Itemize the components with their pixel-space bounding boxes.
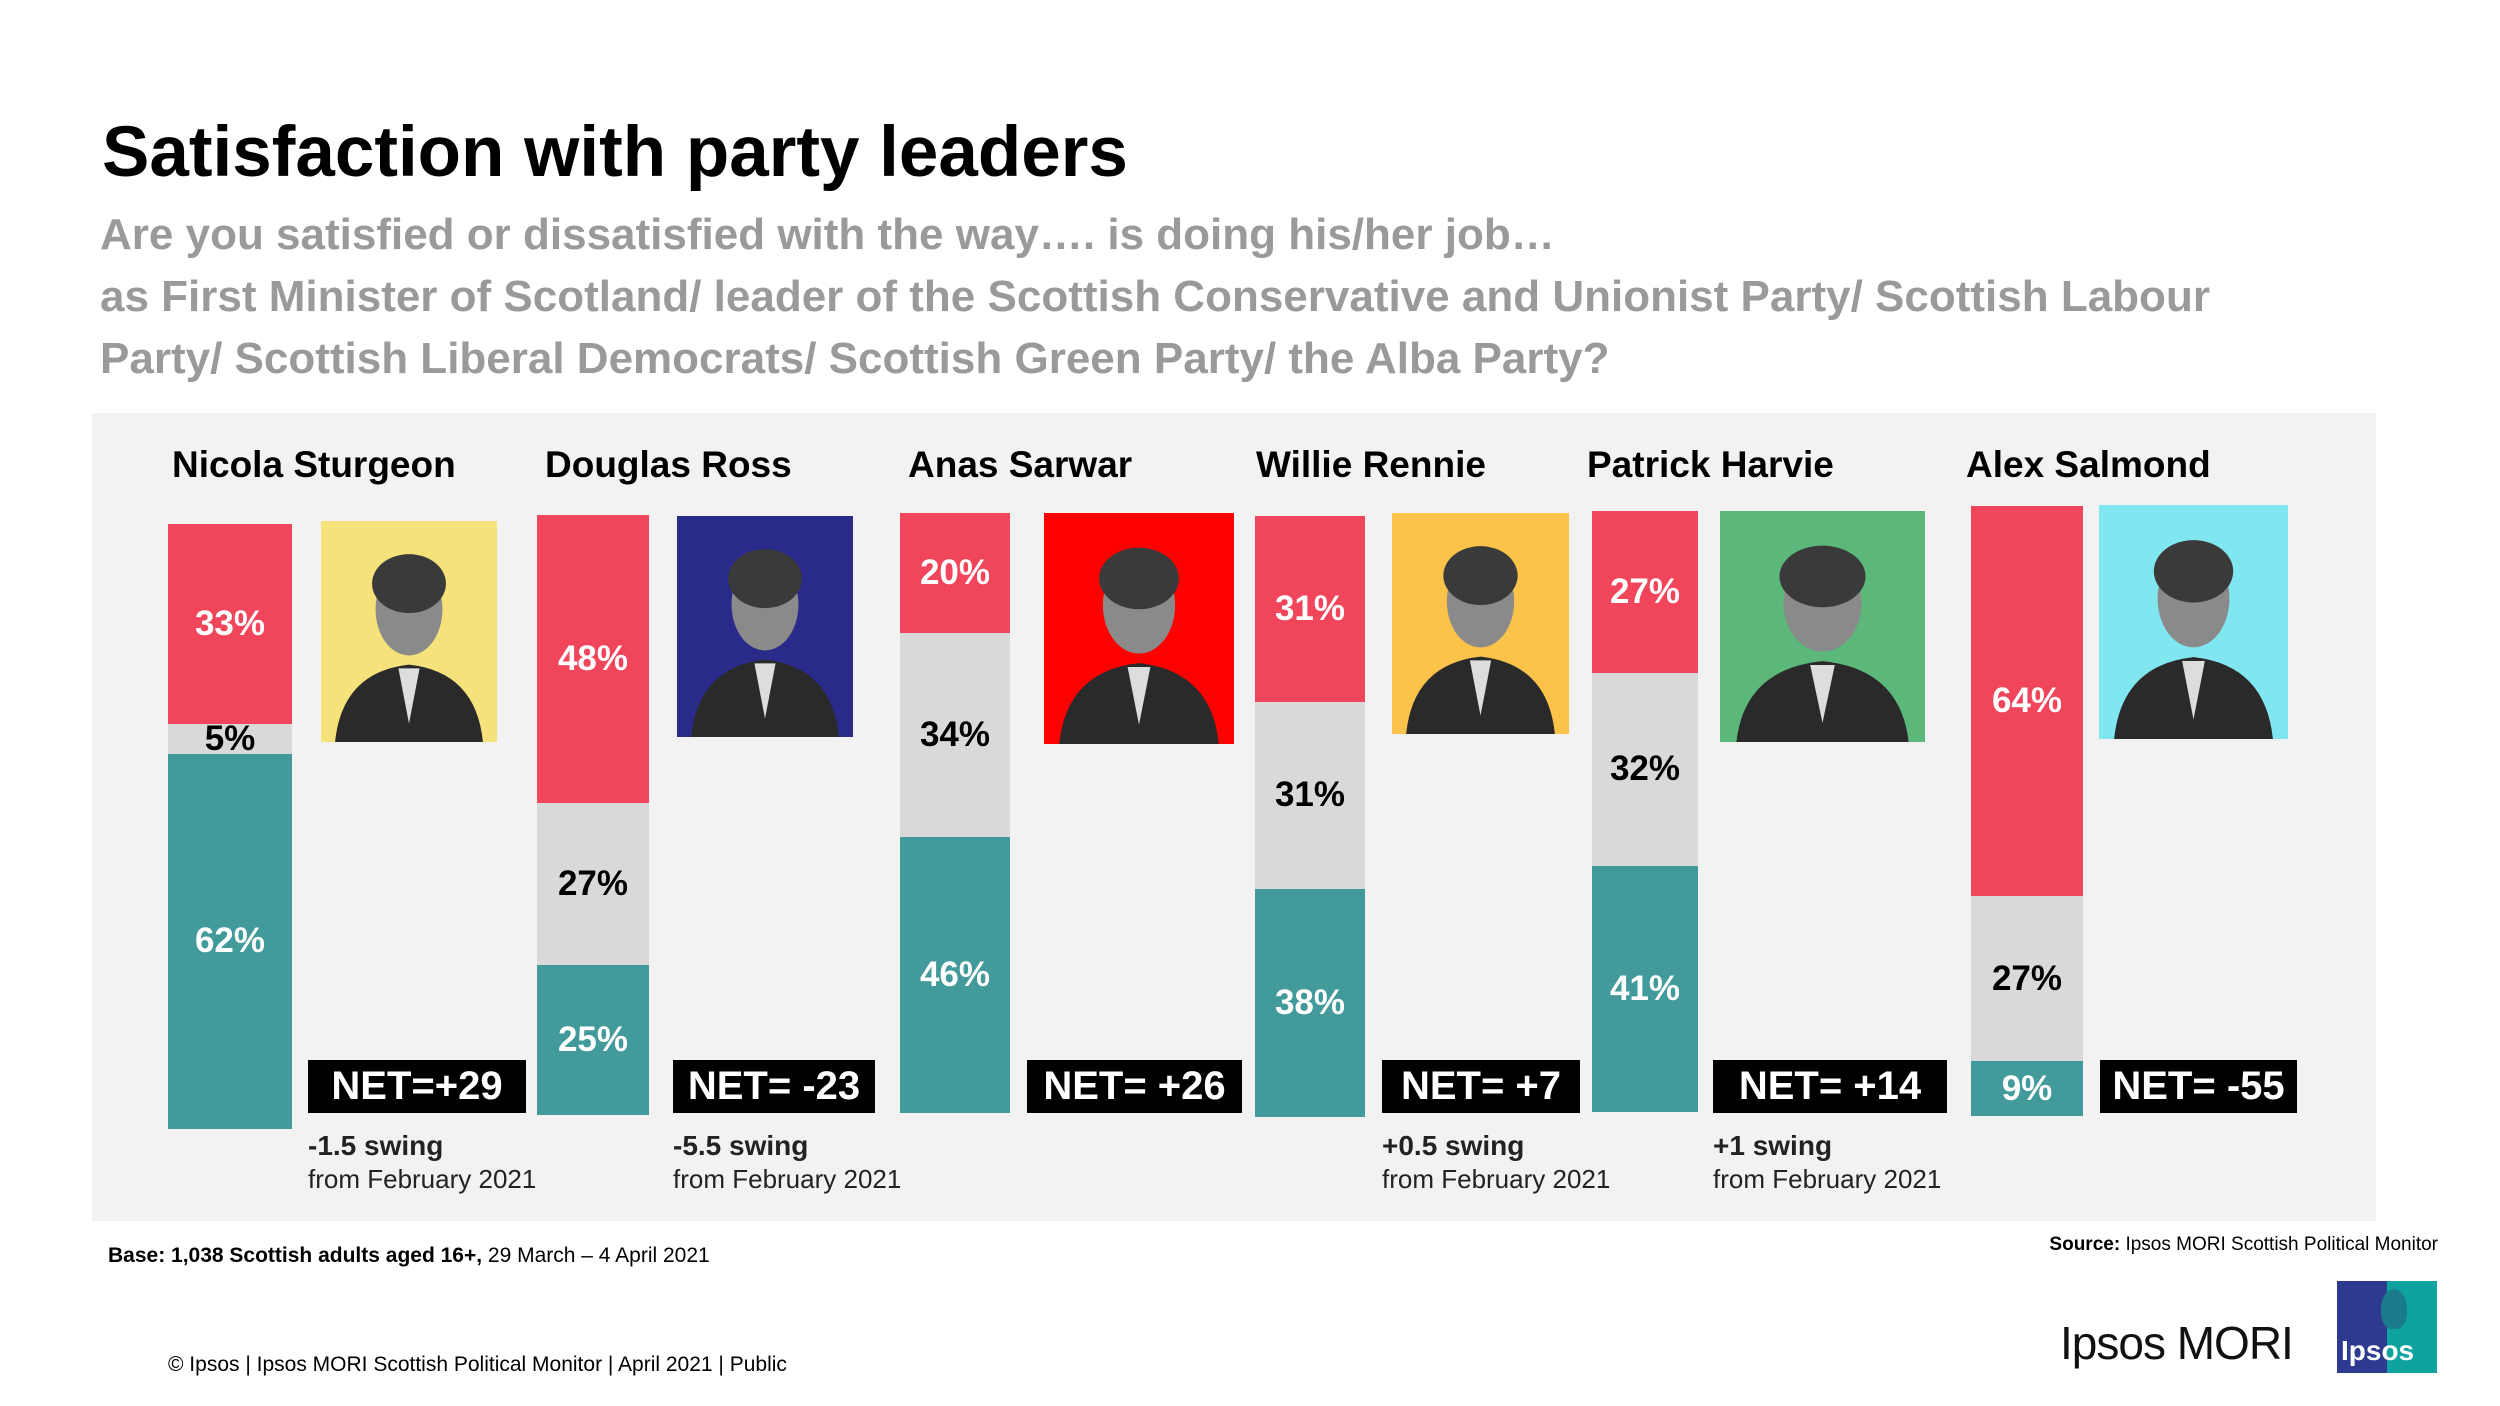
bar-value-label: 41%: [1609, 968, 1681, 1008]
bar-segment-satisfied: 46%: [900, 837, 1010, 1113]
swing-value: -5.5 swing: [673, 1130, 809, 1161]
subtitle-line-3: Party/ Scottish Liberal Democrats/ Scott…: [100, 334, 1610, 383]
leader-name: Alex Salmond: [1966, 444, 2211, 485]
bar-value-label: 27%: [1991, 958, 2063, 998]
bar-value-label: 27%: [1609, 572, 1681, 612]
leader-photo: [677, 516, 853, 737]
bar-segment-dont_know: 5%: [168, 719, 292, 758]
net-score-badge: NET= +26: [1027, 1060, 1242, 1113]
leader-name: Douglas Ross: [545, 444, 792, 485]
bar-value-label: 25%: [557, 1020, 629, 1059]
bar-value-label: 62%: [194, 921, 266, 961]
portrait-icon: [1059, 547, 1219, 744]
bar-value-label: 20%: [919, 553, 991, 592]
bar-value-label: 32%: [1609, 749, 1681, 789]
bar-value-label: 31%: [1274, 775, 1346, 815]
swing-value: +1 swing: [1713, 1130, 1833, 1161]
base-note: Base: 1,038 Scottish adults aged 16+, 29…: [108, 1244, 710, 1268]
brand-name: Ipsos MORI: [2060, 1317, 2294, 1369]
bar-value-label: 9%: [2001, 1068, 2053, 1108]
bar-segment-satisfied: 25%: [537, 965, 649, 1115]
bar-segment-dissatisfied: 20%: [900, 513, 1010, 633]
leader-name: Nicola Sturgeon: [172, 444, 456, 485]
bar-value-label: 38%: [1274, 982, 1346, 1022]
bar-value-label: 31%: [1274, 589, 1346, 629]
portrait-icon: [335, 554, 483, 742]
bar-segment-dissatisfied: 31%: [1255, 516, 1365, 703]
bar-segment-dissatisfied: 27%: [1592, 511, 1698, 674]
bar-value-label: 5%: [204, 718, 256, 758]
bar-segment-dissatisfied: 33%: [168, 524, 292, 724]
bar-value-label: 27%: [557, 864, 629, 903]
net-score-badge: NET= -23: [673, 1060, 875, 1113]
portrait-icon: [2114, 540, 2273, 739]
swing-period: from February 2021: [1382, 1164, 1611, 1194]
swing-period: from February 2021: [673, 1164, 902, 1194]
swing-value: +0.5 swing: [1382, 1130, 1525, 1161]
portrait-icon: [1736, 545, 1909, 742]
bar-value-label: 34%: [919, 715, 991, 754]
leader-photo: [1044, 513, 1234, 744]
leader-photo: [1392, 513, 1569, 734]
bar-segment-satisfied: 62%: [168, 753, 292, 1129]
source-note: Source: Ipsos MORI Scottish Political Mo…: [2049, 1234, 2438, 1256]
bar-value-label: 33%: [194, 603, 266, 643]
logo-text: Ipsos: [2341, 1335, 2415, 1366]
portrait-icon: [1406, 546, 1555, 734]
source-label: Source:: [2049, 1234, 2121, 1255]
leader-name: Willie Rennie: [1256, 444, 1486, 485]
bar-segment-dont_know: 27%: [1971, 896, 2083, 1062]
bar-segment-dont_know: 32%: [1592, 673, 1698, 866]
base-label: Base: 1,038 Scottish adults aged 16+,: [108, 1244, 483, 1267]
logo-head-icon: [2381, 1289, 2407, 1329]
net-score-badge: NET=+29: [308, 1060, 526, 1113]
bar-value-label: 64%: [1991, 681, 2063, 721]
source-text: Ipsos MORI Scottish Political Monitor: [2120, 1234, 2438, 1255]
ipsos-logo: Ipsos: [2337, 1281, 2437, 1373]
bar-segment-dissatisfied: 48%: [537, 515, 649, 803]
base-text: 29 March – 4 April 2021: [482, 1244, 710, 1267]
swing-period: from February 2021: [308, 1164, 537, 1194]
bar-segment-dissatisfied: 64%: [1971, 506, 2083, 897]
page-title: Satisfaction with party leaders: [102, 113, 1128, 192]
swing-value: -1.5 swing: [308, 1130, 444, 1161]
leader-photo: [2099, 505, 2288, 739]
leader-photo: [321, 521, 497, 742]
leader-name: Anas Sarwar: [908, 444, 1133, 485]
net-score-badge: NET= +7: [1382, 1060, 1580, 1113]
net-score-badge: NET= -55: [2100, 1060, 2297, 1113]
bar-segment-satisfied: 9%: [1971, 1061, 2083, 1116]
bar-segment-satisfied: 41%: [1592, 865, 1698, 1112]
leader-name: Patrick Harvie: [1587, 444, 1834, 485]
portrait-icon: [691, 549, 839, 737]
bar-value-label: 46%: [919, 955, 991, 994]
net-score-badge: NET= +14: [1713, 1060, 1947, 1113]
bar-value-label: 48%: [557, 639, 629, 678]
bar-segment-dont_know: 31%: [1255, 702, 1365, 889]
leader-photo: [1720, 511, 1925, 742]
bar-segment-dont_know: 27%: [537, 803, 649, 965]
copyright: © Ipsos | Ipsos MORI Scottish Political …: [168, 1353, 787, 1376]
subtitle-line-2: as First Minister of Scotland/ leader of…: [100, 272, 2210, 321]
bar-segment-dont_know: 34%: [900, 633, 1010, 837]
swing-period: from February 2021: [1713, 1164, 1942, 1194]
subtitle-line-1: Are you satisfied or dissatisfied with t…: [100, 210, 1555, 259]
bar-segment-satisfied: 38%: [1255, 888, 1365, 1117]
